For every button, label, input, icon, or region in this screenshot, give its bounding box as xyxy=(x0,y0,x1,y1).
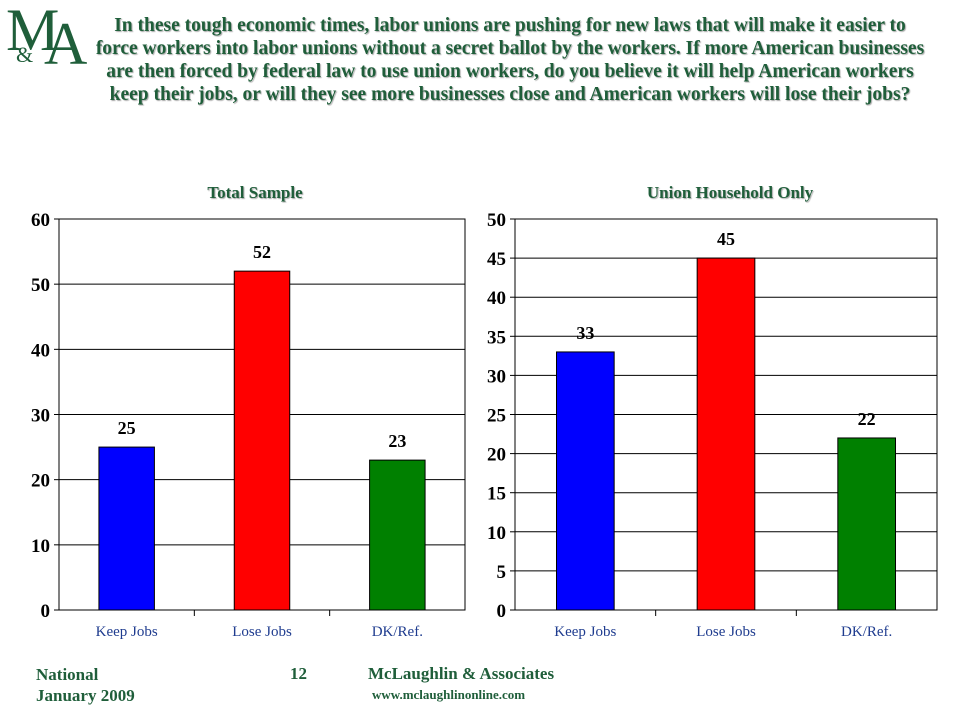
union-ytick-label-50: 50 xyxy=(487,210,506,231)
total-category-label-1: Lose Jobs xyxy=(232,624,292,640)
footer-survey-info: National January 2009 xyxy=(36,664,135,706)
total-bar-2 xyxy=(369,459,426,611)
union-ytick-label-40: 40 xyxy=(487,288,506,309)
chart-title-total-sample: Total Sample xyxy=(207,183,303,202)
union-ytick-label-15: 15 xyxy=(487,484,506,505)
union-ytick-label-45: 45 xyxy=(487,249,506,270)
footer-date: January 2009 xyxy=(36,686,135,705)
union-ytick-label-10: 10 xyxy=(487,523,506,544)
union-data-label-2: 22 xyxy=(858,409,876,429)
union-bar-2 xyxy=(837,437,897,611)
total-category-label-2: DK/Ref. xyxy=(372,624,423,640)
total-ytick-label-30: 30 xyxy=(31,406,50,427)
union-data-label-0: 33 xyxy=(576,323,594,343)
union-category-label-2: DK/Ref. xyxy=(841,624,892,640)
union-data-label-1: 45 xyxy=(717,229,735,249)
firm-logo: M A & xyxy=(6,0,98,77)
total-bar-1 xyxy=(233,270,291,611)
footer-url: www.mclaughlinonline.com xyxy=(372,687,526,702)
union-bar-0 xyxy=(555,351,615,611)
logo-letter-m: M xyxy=(6,0,60,63)
union-category-label-1: Lose Jobs xyxy=(696,624,756,640)
footer-firm-name: McLaughlin & Associates xyxy=(368,664,555,683)
union-ytick-label-5: 5 xyxy=(497,562,507,583)
union-ytick-label-20: 20 xyxy=(487,445,506,466)
logo-ampersand: & xyxy=(16,42,34,67)
union-ytick-label-25: 25 xyxy=(487,406,506,427)
union-ytick-label-30: 30 xyxy=(487,366,506,387)
total-ytick-label-40: 40 xyxy=(31,340,50,361)
total-category-label-0: Keep Jobs xyxy=(96,624,158,640)
union-ytick-label-0: 0 xyxy=(497,601,507,622)
total-data-label-2: 23 xyxy=(388,431,406,451)
total-data-label-0: 25 xyxy=(118,418,136,438)
total-data-label-1: 52 xyxy=(253,242,271,262)
union-ytick-label-35: 35 xyxy=(487,327,506,348)
footer-national: National xyxy=(36,665,99,684)
total-ytick-label-50: 50 xyxy=(31,275,50,296)
total-ytick-label-0: 0 xyxy=(41,601,51,622)
footer-page-number: 12 xyxy=(290,664,307,683)
total-ytick-label-10: 10 xyxy=(31,536,50,557)
logo-letter-a: A xyxy=(44,11,88,77)
total-ytick-label-20: 20 xyxy=(31,471,50,492)
total-bar-0 xyxy=(98,446,155,611)
total-ytick-label-60: 60 xyxy=(31,210,50,231)
union-bar-1 xyxy=(696,257,756,611)
chart-title-union-household: Union Household Only xyxy=(646,183,814,202)
survey-question: In these tough economic times, labor uni… xyxy=(95,15,925,105)
union-category-label-0: Keep Jobs xyxy=(554,624,616,640)
